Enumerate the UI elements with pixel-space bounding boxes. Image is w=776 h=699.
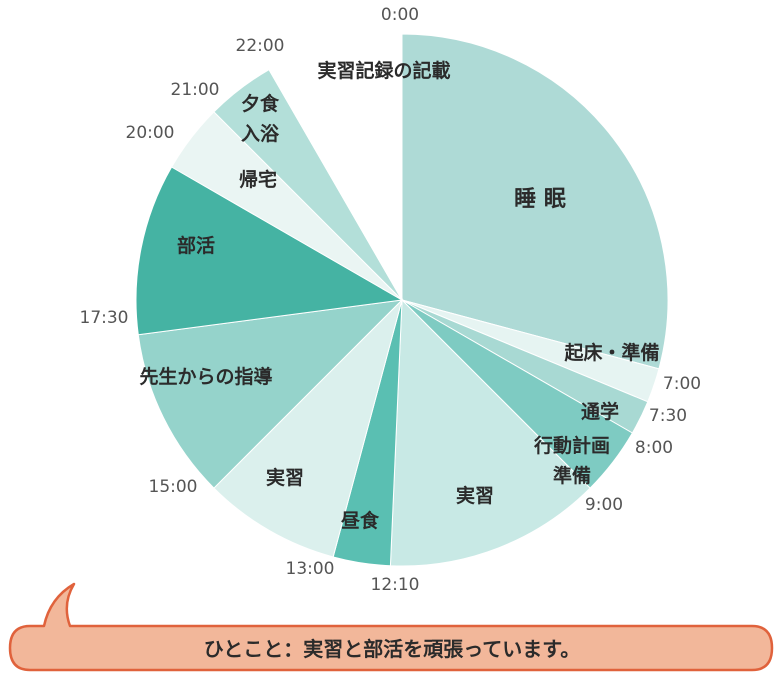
activity-label: 昼食 <box>341 509 380 532</box>
activity-label: 通学 <box>581 400 619 423</box>
pie-slice <box>389 298 591 567</box>
time-tick-labels: 0:00 7:00 7:30 8:00 9:00 12:10 13:00 15:00 17:30… <box>80 5 702 595</box>
activity-label: 行動計画準備 <box>533 434 610 487</box>
time-tick-label: 7:00 <box>663 374 701 394</box>
pie-slice <box>213 298 403 558</box>
comment-text: ひとこと：実習と部活を頑張っています。 <box>204 637 580 661</box>
pie-slice <box>137 299 404 489</box>
time-tick-label: 22:00 <box>236 36 285 56</box>
activity-label: 帰宅 <box>239 168 277 191</box>
comment-bubble-shape <box>8 582 774 672</box>
time-tick-label: 15:00 <box>149 477 198 497</box>
time-tick-label: 8:00 <box>635 438 673 458</box>
activity-label: 起床・準備 <box>563 341 659 364</box>
activity-label: 夕食入浴 <box>241 92 280 145</box>
pie-slice <box>135 166 404 336</box>
pie-slice <box>401 33 669 370</box>
time-tick-label: 13:00 <box>286 559 335 579</box>
comment-bubble: ひとこと：実習と部活を頑張っています。 <box>8 582 774 672</box>
time-tick-label: 17:30 <box>80 308 129 328</box>
activity-label: 先生からの指導 <box>139 365 272 388</box>
time-tick-label: 9:00 <box>585 495 623 515</box>
time-tick-label: 0:00 <box>381 5 419 25</box>
activity-label: 実習 <box>456 484 494 507</box>
pie-slices <box>135 33 669 567</box>
activity-label: 睡 眠 <box>514 187 566 212</box>
activity-label: 実習 <box>266 466 304 489</box>
time-tick-label: 20:00 <box>126 123 175 143</box>
activity-label: 部活 <box>177 234 215 257</box>
activity-label: 実習記録の記載 <box>317 59 450 82</box>
time-tick-label: 12:10 <box>371 575 420 595</box>
pie-slice <box>268 33 403 302</box>
time-tick-label: 7:30 <box>649 406 687 426</box>
time-tick-label: 21:00 <box>171 80 220 100</box>
